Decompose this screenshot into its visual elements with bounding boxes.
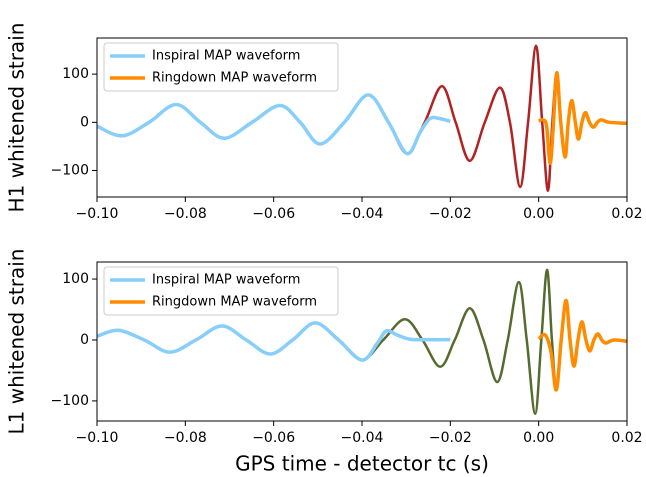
- y-tick-label: 0: [80, 114, 89, 130]
- plot-area: [97, 268, 627, 415]
- x-tick-label: −0.10: [76, 430, 119, 446]
- x-tick-label: −0.02: [429, 206, 472, 222]
- legend-label: Inspiral MAP waveform: [152, 273, 300, 288]
- y-axis-label: H1 whitened strain: [5, 23, 29, 213]
- legend-label: Inspiral MAP waveform: [152, 49, 300, 64]
- waveform-line: [97, 321, 451, 362]
- x-tick-label: −0.06: [252, 206, 295, 222]
- y-tick-label: 0: [80, 332, 89, 348]
- waveform-line: [97, 93, 451, 156]
- x-tick-label: 0.00: [523, 206, 554, 222]
- x-tick-label: −0.08: [164, 430, 207, 446]
- x-tick-label: −0.10: [76, 206, 119, 222]
- x-tick-label: −0.04: [341, 206, 384, 222]
- x-tick-label: 0.00: [523, 430, 554, 446]
- x-tick-label: 0.02: [611, 206, 642, 222]
- y-tick-label: 100: [62, 271, 89, 287]
- legend-box: [103, 42, 339, 92]
- plot-area: [97, 44, 627, 192]
- x-tick-label: 0.02: [611, 430, 642, 446]
- x-tick-label: −0.06: [252, 430, 295, 446]
- y-axis-label: L1 whitened strain: [5, 249, 29, 435]
- y-tick-label: 100: [62, 66, 89, 82]
- x-axis-label: GPS time - detector tc (s): [235, 452, 489, 476]
- y-tick-label: −100: [51, 393, 89, 409]
- legend-label: Ringdown MAP waveform: [152, 71, 317, 86]
- waveform-line: [537, 298, 627, 392]
- legend-box: [103, 266, 339, 316]
- waveform-line: [538, 70, 627, 166]
- legend-label: Ringdown MAP waveform: [152, 295, 317, 310]
- axes-frame: [96, 37, 628, 198]
- axes-frame: [96, 261, 628, 422]
- x-tick-label: −0.08: [164, 206, 207, 222]
- x-tick-label: −0.04: [341, 430, 384, 446]
- y-tick-label: −100: [51, 163, 89, 179]
- x-tick-label: −0.02: [429, 430, 472, 446]
